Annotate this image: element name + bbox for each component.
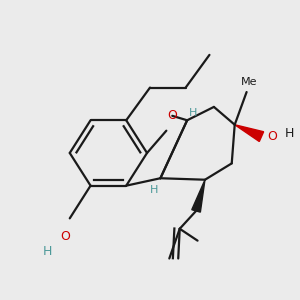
Polygon shape bbox=[235, 125, 264, 142]
Text: H: H bbox=[43, 244, 52, 258]
Text: H: H bbox=[189, 108, 197, 118]
Polygon shape bbox=[192, 180, 205, 212]
Text: H: H bbox=[150, 185, 159, 195]
Text: O: O bbox=[267, 130, 277, 143]
Text: Me: Me bbox=[241, 76, 258, 87]
Text: H: H bbox=[285, 127, 295, 140]
Text: O: O bbox=[60, 230, 70, 243]
Text: O: O bbox=[167, 109, 177, 122]
